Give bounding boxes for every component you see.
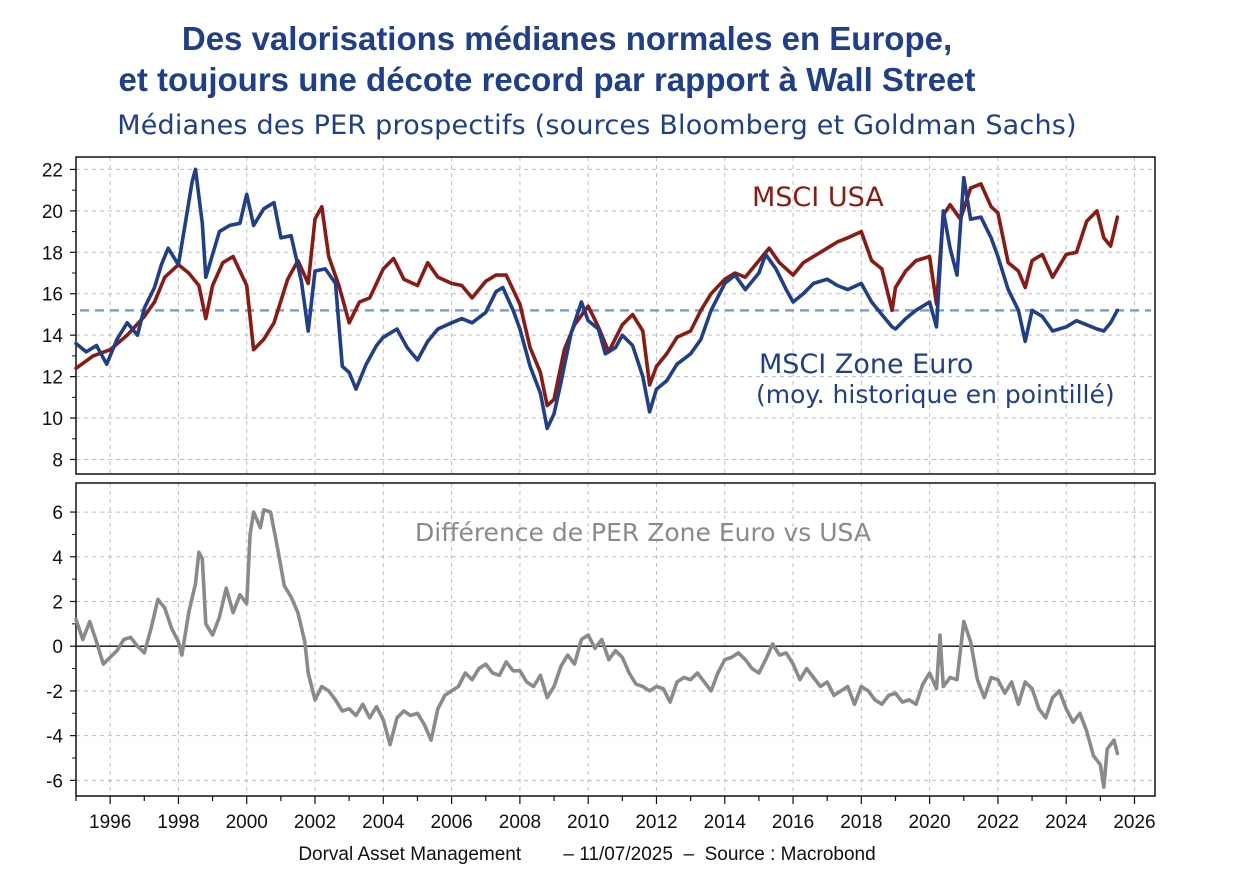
x-tick-label: 1998 [157, 812, 199, 833]
x-tick-label: 2026 [1113, 812, 1155, 833]
x-tick-label: 2006 [430, 812, 472, 833]
y-tick-label: 22 [42, 160, 63, 181]
bottom-panel: -6 -4 -2 0 2 4 6 Différence de PER Zone Euro vs… [46, 482, 1156, 797]
y-tick-label: 12 [42, 368, 63, 389]
chart-title-line1: Des valorisations médianes normales en E… [181, 20, 953, 57]
y-tick-label: 10 [42, 409, 63, 430]
y-tick-label: -2 [46, 682, 63, 703]
difference-panel-title: Différence de PER Zone Euro vs USA [415, 518, 871, 547]
top-panel: 8 10 12 14 16 18 20 22 MSCI USA MSCI Zone Euro(mo… [42, 156, 1156, 475]
x-tick-label: 2014 [704, 812, 747, 833]
annotation-historical-average: (moy. historique en pointillé) [756, 380, 1115, 409]
y-tick-label: 16 [42, 285, 63, 306]
panel-frame [75, 156, 1156, 475]
x-tick-label: 2012 [635, 812, 677, 833]
y-tick-label: -6 [46, 771, 63, 792]
chart-subtitle: Médianes des PER prospectifs (sources Bl… [117, 110, 1077, 141]
series-msci-euro-line [74, 167, 1120, 431]
x-tick-label: 2008 [499, 812, 541, 833]
y-tick-label: 18 [42, 243, 63, 264]
y-tick-label: 0 [52, 637, 63, 658]
x-tick-label: 2020 [908, 812, 950, 833]
x-tick-label: 2004 [362, 812, 405, 833]
y-tick-label: 2 [52, 592, 63, 613]
x-tick-label: 2010 [567, 812, 609, 833]
y-tick-label: 6 [52, 503, 63, 524]
x-axis: 1996 1998 2000 2002 2004 2006 2008 2010 2012 2014… [75, 796, 1156, 833]
panel-frame [75, 482, 1156, 797]
y-tick-label: 4 [52, 548, 63, 569]
y-tick-label: 8 [52, 450, 63, 471]
x-tick-label: 2002 [294, 812, 336, 833]
y-tick-label: 20 [42, 202, 63, 223]
series-msci-usa-line [74, 182, 1120, 408]
x-tick-label: 1996 [89, 812, 131, 833]
x-tick-label: 2022 [977, 812, 1019, 833]
x-tick-label: 2016 [772, 812, 814, 833]
chart-title-line2: et toujours une décote record par rappor… [118, 61, 976, 98]
footer-source: Dorval Asset Management – 11/07/2025 – S… [298, 844, 876, 865]
annotation-msci-euro: MSCI Zone Euro [759, 349, 973, 380]
x-tick-label: 2024 [1045, 812, 1088, 833]
x-tick-label: 2000 [226, 812, 268, 833]
y-tick-label: -4 [46, 727, 63, 748]
annotation-msci-usa: MSCI USA [752, 182, 884, 213]
series-difference-line [74, 508, 1120, 789]
y-tick-label: 14 [42, 326, 64, 347]
x-tick-label: 2018 [840, 812, 882, 833]
